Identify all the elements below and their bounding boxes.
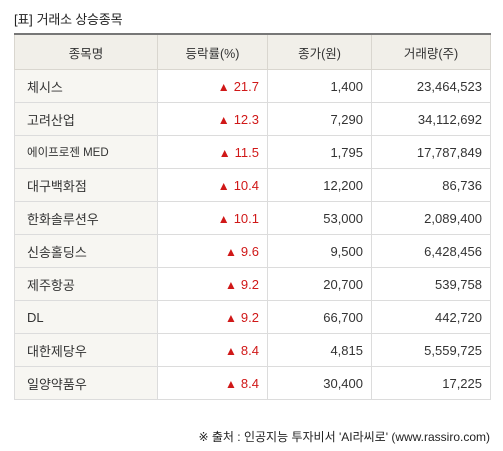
stock-name: 에이프로젠 MED [14, 135, 158, 169]
table-row: 대구백화점 ▲ 10.4 12,200 86,736 [14, 168, 491, 202]
volume-cell: 86,736 [371, 168, 491, 202]
table-row: 고려산업 ▲ 12.3 7,290 34,112,692 [14, 102, 491, 136]
table-row: 신송홀딩스 ▲ 9.6 9,500 6,428,456 [14, 234, 491, 268]
up-arrow-icon: ▲ [217, 178, 230, 193]
table-row: 일양약품우 ▲ 8.4 30,400 17,225 [14, 366, 491, 400]
header-change: 등락률(%) [157, 33, 268, 70]
volume-cell: 5,559,725 [371, 333, 491, 367]
up-arrow-icon: ▲ [225, 376, 237, 391]
volume-cell: 2,089,400 [371, 201, 491, 235]
up-arrow-icon: ▲ [225, 277, 237, 292]
change-cell: ▲ 9.2 [157, 300, 268, 334]
header-price: 종가(원) [267, 33, 372, 70]
stock-name: 일양약품우 [14, 366, 158, 400]
change-value: 9.2 [240, 276, 259, 292]
stock-name: 신송홀딩스 [14, 234, 158, 268]
table-title: [표] 거래소 상승종목 [14, 9, 123, 28]
volume-cell: 539,758 [371, 267, 491, 301]
stock-name: 고려산업 [14, 102, 158, 136]
change-value: 10.1 [233, 210, 259, 226]
change-value: 10.4 [233, 177, 259, 193]
up-arrow-icon: ▲ [217, 211, 230, 226]
price-cell: 1,400 [267, 69, 372, 103]
rising-stocks-table: 종목명 등락률(%) 종가(원) 거래량(주) 체시스 ▲ 21.7 1,400 … [14, 33, 491, 400]
price-cell: 66,700 [267, 300, 372, 334]
up-arrow-icon: ▲ [225, 310, 237, 325]
stock-name: 제주항공 [14, 267, 158, 301]
stock-name: 체시스 [14, 69, 158, 103]
change-value: 8.4 [240, 342, 259, 358]
table-row: 한화솔루션우 ▲ 10.1 53,000 2,089,400 [14, 201, 491, 235]
up-arrow-icon: ▲ [217, 112, 230, 127]
volume-cell: 442,720 [371, 300, 491, 334]
change-cell: ▲ 10.1 [157, 201, 268, 235]
change-cell: ▲ 8.4 [157, 333, 268, 367]
up-arrow-icon: ▲ [225, 244, 237, 259]
change-cell: ▲ 21.7 [157, 69, 268, 103]
price-cell: 1,795 [267, 135, 372, 169]
volume-cell: 34,112,692 [371, 102, 491, 136]
price-cell: 9,500 [267, 234, 372, 268]
price-cell: 20,700 [267, 267, 372, 301]
source-note: ※ 출처 : 인공지능 투자비서 'AI라씨로' (www.rassiro.co… [198, 430, 490, 444]
table-row: 체시스 ▲ 21.7 1,400 23,464,523 [14, 69, 491, 103]
change-cell: ▲ 9.2 [157, 267, 268, 301]
change-value: 9.6 [240, 243, 259, 259]
change-cell: ▲ 8.4 [157, 366, 268, 400]
change-cell: ▲ 9.6 [157, 234, 268, 268]
up-arrow-icon: ▲ [225, 343, 237, 358]
price-cell: 7,290 [267, 102, 372, 136]
change-cell: ▲ 12.3 [157, 102, 268, 136]
price-cell: 53,000 [267, 201, 372, 235]
up-arrow-icon: ▲ [218, 145, 231, 160]
header-row: 종목명 등락률(%) 종가(원) 거래량(주) [14, 33, 491, 70]
title-text: 거래소 상승종목 [36, 12, 123, 27]
table-row: 제주항공 ▲ 9.2 20,700 539,758 [14, 267, 491, 301]
volume-cell: 17,225 [371, 366, 491, 400]
stock-name: 한화솔루션우 [14, 201, 158, 235]
change-cell: ▲ 10.4 [157, 168, 268, 202]
change-cell: ▲ 11.5 [157, 135, 268, 169]
change-value: 21.7 [233, 78, 259, 94]
table-row: 에이프로젠 MED ▲ 11.5 1,795 17,787,849 [14, 135, 491, 169]
volume-cell: 23,464,523 [371, 69, 491, 103]
price-cell: 4,815 [267, 333, 372, 367]
change-value: 8.4 [240, 375, 259, 391]
header-name: 종목명 [14, 33, 158, 70]
stock-name: DL [14, 300, 158, 334]
table-row: DL ▲ 9.2 66,700 442,720 [14, 300, 491, 334]
title-bracket: [표] [14, 12, 33, 27]
stock-name: 대한제당우 [14, 333, 158, 367]
header-volume: 거래량(주) [371, 33, 491, 70]
volume-cell: 6,428,456 [371, 234, 491, 268]
volume-cell: 17,787,849 [371, 135, 491, 169]
table-row: 대한제당우 ▲ 8.4 4,815 5,559,725 [14, 333, 491, 367]
change-value: 11.5 [234, 144, 259, 160]
change-value: 9.2 [240, 309, 259, 325]
price-cell: 30,400 [267, 366, 372, 400]
stock-name: 대구백화점 [14, 168, 158, 202]
change-value: 12.3 [233, 111, 259, 127]
up-arrow-icon: ▲ [217, 79, 230, 94]
price-cell: 12,200 [267, 168, 372, 202]
